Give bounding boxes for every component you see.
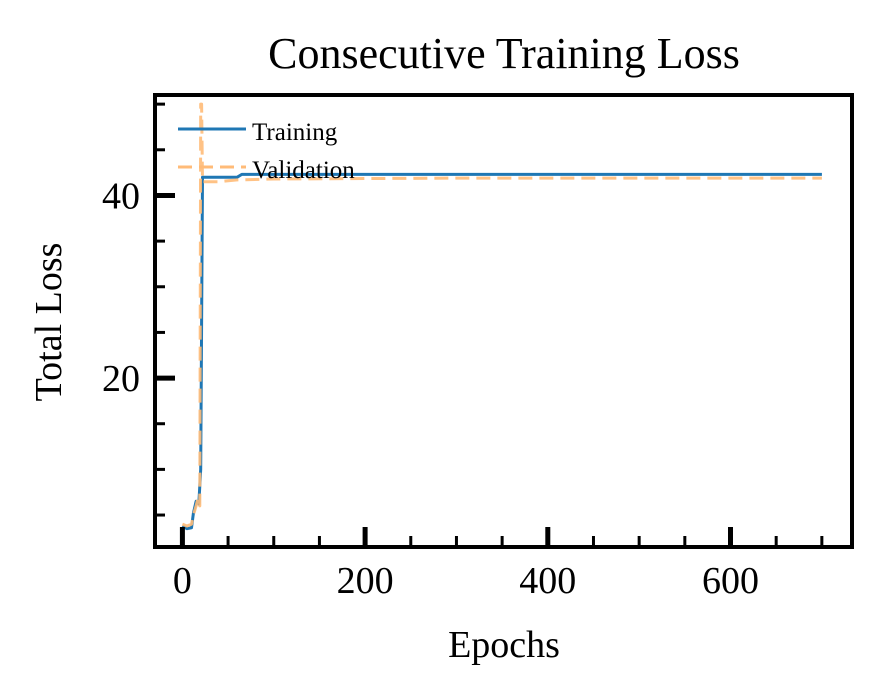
x-tick-label: 400 [519,560,576,602]
plot-area [181,102,822,531]
legend: Training Validation [178,119,355,184]
y-tick-label: 20 [102,358,140,400]
x-tick-label: 600 [702,560,759,602]
chart-title: Consecutive Training Loss [268,29,740,78]
x-tick-label: 200 [337,560,394,602]
legend-training-label: Training [252,119,338,146]
x-axis: 0 200 400 600 [173,527,824,602]
series-line-training [181,172,822,531]
x-tick-label: 0 [173,560,192,602]
legend-validation-label: Validation [252,157,355,184]
x-axis-label: Epochs [448,624,560,666]
y-axis-label: Total Loss [28,243,70,402]
series-line-validation [181,102,822,528]
y-tick-label: 40 [102,175,140,217]
